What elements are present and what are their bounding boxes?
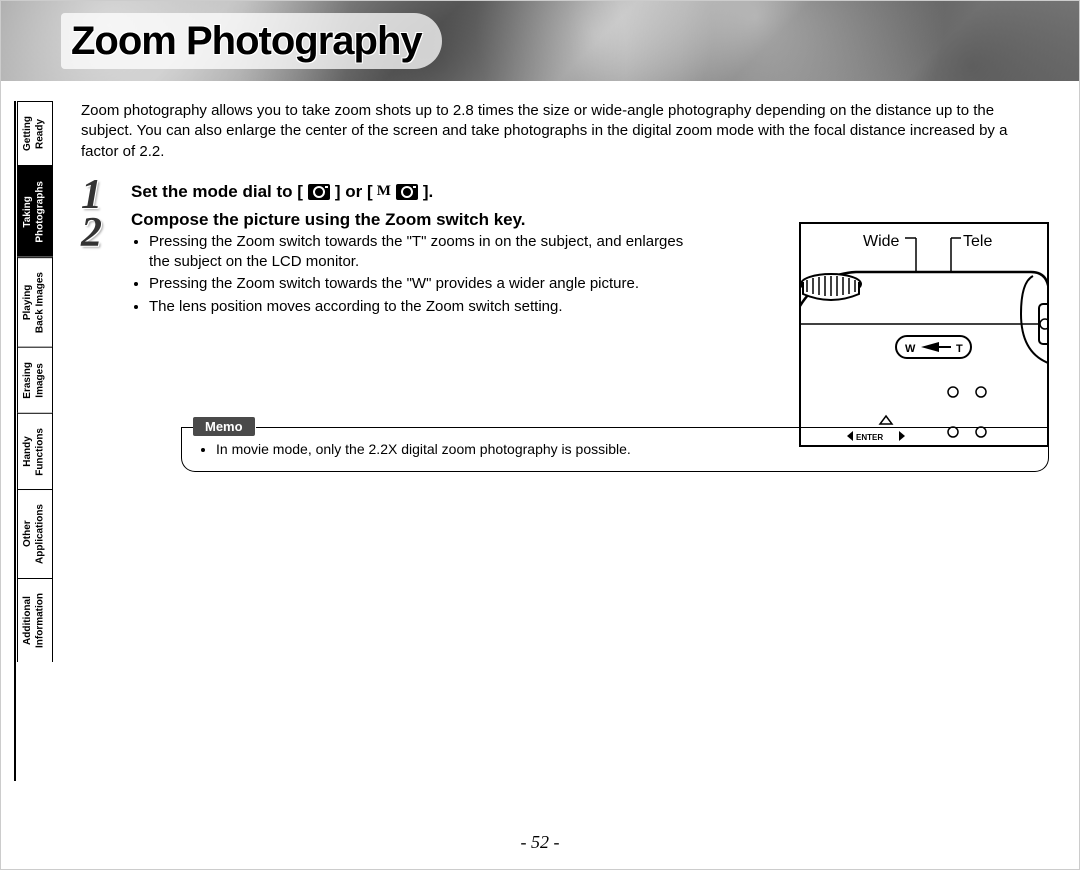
- camera-svg: Wide Tele: [801, 224, 1049, 447]
- camera-icon: [308, 184, 330, 200]
- page-number: - 52 -: [1, 832, 1079, 853]
- camera-icon: [396, 184, 418, 200]
- tab-taking-photographs[interactable]: Taking Photographs: [17, 166, 53, 257]
- side-tabs: Getting Ready Taking Photographs Playing…: [17, 101, 53, 662]
- memo: Memo In movie mode, only the 2.2X digita…: [181, 427, 1049, 472]
- step-1-mid: ] or [: [335, 182, 373, 202]
- page: Zoom Photography Getting Ready Taking Ph…: [0, 0, 1080, 870]
- memo-text: In movie mode, only the 2.2X digital zoo…: [216, 441, 1032, 457]
- steps: 1 2 Set the mode dial to [ ] or [ M ]. C…: [81, 182, 1049, 472]
- wide-label: Wide: [863, 233, 900, 250]
- step-2-bullet: The lens position moves according to the…: [149, 297, 691, 317]
- page-title: Zoom Photography: [71, 19, 422, 64]
- banner: Zoom Photography: [1, 1, 1079, 81]
- side-rule: [14, 101, 16, 781]
- intro-text: Zoom photography allows you to take zoom…: [81, 101, 1049, 162]
- content: Zoom photography allows you to take zoom…: [81, 101, 1049, 472]
- banner-title-wrap: Zoom Photography: [61, 13, 442, 69]
- memo-box: In movie mode, only the 2.2X digital zoo…: [181, 427, 1049, 472]
- step-2-number: 2: [81, 216, 102, 252]
- tab-getting-ready[interactable]: Getting Ready: [17, 101, 53, 166]
- step-1-heading: Set the mode dial to [ ] or [ M ].: [131, 182, 1049, 202]
- step-2-bullet: Pressing the Zoom switch towards the "W"…: [149, 274, 691, 294]
- tab-additional-information[interactable]: Additional Information: [17, 578, 53, 662]
- tab-erasing-images[interactable]: Erasing Images: [17, 347, 53, 413]
- zoom-switch-icon: W T: [896, 336, 971, 358]
- tab-playing-back-images[interactable]: Playing Back Images: [17, 257, 53, 347]
- camera-diagram: Wide Tele: [799, 222, 1049, 447]
- svg-text:W: W: [905, 343, 916, 355]
- mode-dial-icon: [801, 274, 861, 300]
- step-2-body: Pressing the Zoom switch towards the "T"…: [131, 232, 691, 317]
- svg-text:T: T: [956, 343, 963, 355]
- tab-handy-functions[interactable]: Handy Functions: [17, 413, 53, 490]
- tab-other-applications[interactable]: Other Applications: [17, 489, 53, 578]
- step-1-prefix: Set the mode dial to [: [131, 182, 303, 202]
- tele-label: Tele: [963, 233, 992, 250]
- step-1-number: 1: [81, 178, 102, 214]
- step-1-suffix: ].: [423, 182, 433, 202]
- step-2-bullet: Pressing the Zoom switch towards the "T"…: [149, 232, 691, 273]
- m-letter: M: [377, 183, 391, 200]
